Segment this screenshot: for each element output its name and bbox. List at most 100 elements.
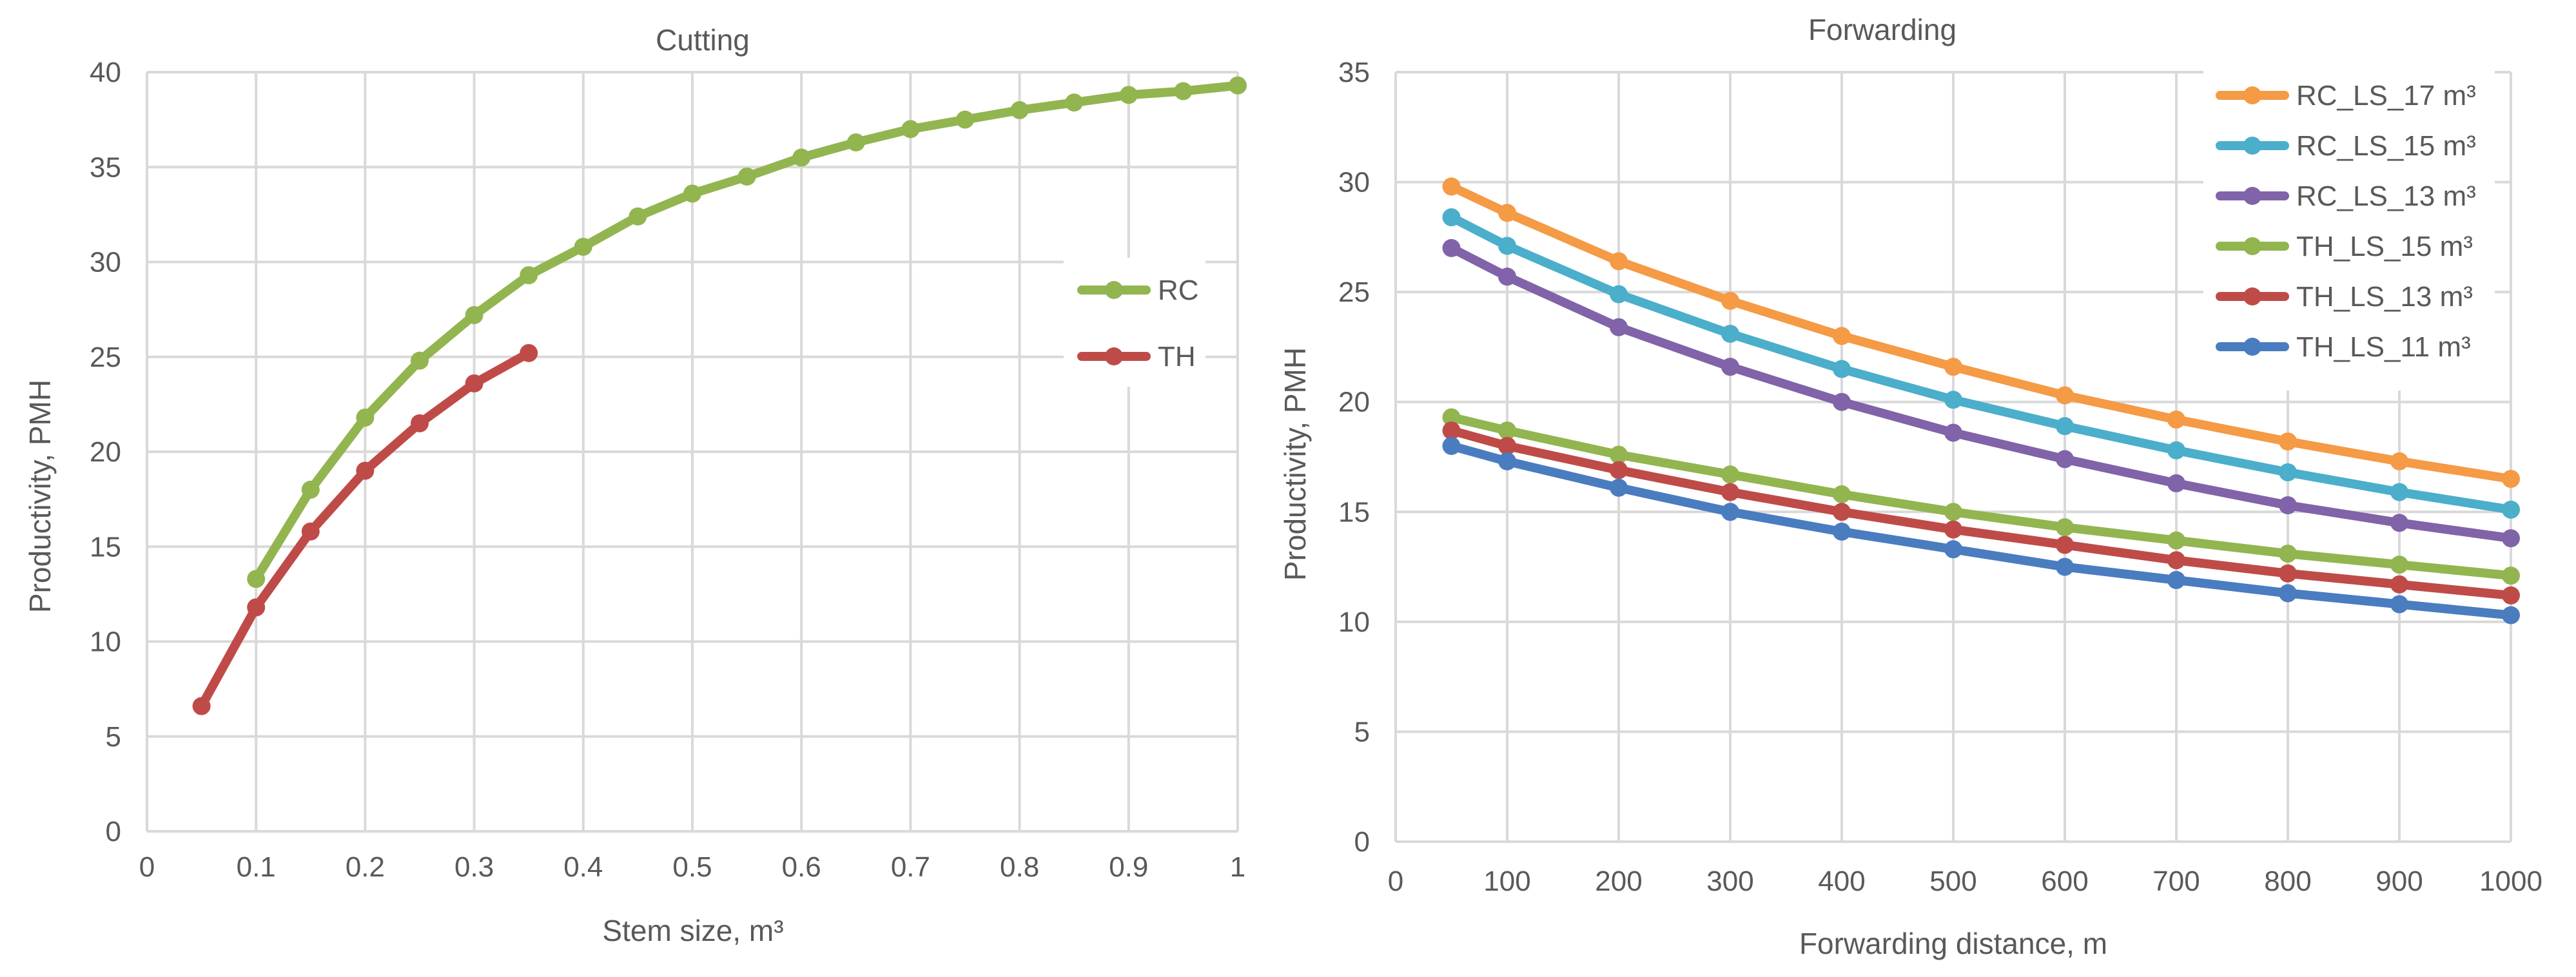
forwarding-point-th-ls-11-m-6: [2056, 557, 2074, 576]
forwarding-y-tick-10: 10: [1338, 606, 1370, 638]
cutting-x-tick-0-5: 0.5: [672, 851, 712, 883]
forwarding-y-tick-25: 25: [1338, 276, 1370, 308]
cutting-point-th-2: [301, 522, 320, 541]
cutting-point-rc-3: [411, 351, 429, 370]
forwarding-chart: Forwarding 0 5 10 15 20 25 30 35 0 100 200 300 400 50…: [1278, 13, 2542, 960]
cutting-legend: RC TH: [1064, 258, 1205, 387]
cutting-point-rc-8: [683, 184, 701, 203]
forwarding-point-rc-ls-13-m-2: [1610, 318, 1628, 336]
forwarding-point-th-ls-13-m-6: [2056, 536, 2074, 554]
cutting-x-tick-1: 1: [1230, 851, 1245, 883]
cutting-gridlines: [147, 71, 1239, 831]
cutting-y-tick-30: 30: [90, 247, 121, 278]
cutting-point-rc-6: [574, 237, 592, 256]
forwarding-x-tick-900: 900: [2376, 866, 2423, 897]
cutting-x-tick-0: 0: [139, 851, 155, 883]
forwarding-x-tick-100: 100: [1483, 866, 1530, 897]
forwarding-point-th-ls-15-m-1: [1498, 421, 1516, 440]
forwarding-x-tick-200: 200: [1595, 866, 1642, 897]
cutting-point-rc-11: [846, 133, 865, 151]
forwarding-point-th-ls-13-m-2: [1610, 461, 1628, 479]
forwarding-point-rc-ls-17-m-2: [1610, 252, 1628, 271]
forwarding-y-tick-5: 5: [1354, 716, 1370, 748]
forwarding-point-rc-ls-17-m-1: [1498, 204, 1516, 222]
forwarding-point-th-ls-13-m-10: [2502, 586, 2520, 605]
forwarding-point-th-ls-13-m-4: [1833, 503, 1851, 521]
legend-label-rc: RC: [1158, 275, 1199, 306]
cutting-y-tick-5: 5: [106, 721, 121, 753]
forwarding-point-rc-ls-17-m-9: [2390, 452, 2408, 470]
forwarding-y-tick-15: 15: [1338, 496, 1370, 528]
forwarding-point-th-ls-13-m-0: [1442, 421, 1461, 440]
forwarding-tick-labels: 0 5 10 15 20 25 30 35 0 100 200 300 400 500 600 700 800 9…: [1338, 57, 2542, 897]
cutting-y-tick-25: 25: [90, 342, 121, 373]
forwarding-point-th-ls-11-m-5: [1944, 540, 1962, 559]
cutting-point-rc-15: [1065, 93, 1084, 112]
forwarding-legend-marker-th-ls-11-m: [2243, 338, 2261, 356]
forwarding-point-th-ls-11-m-7: [2167, 571, 2185, 590]
forwarding-point-rc-ls-15-m-7: [2167, 441, 2185, 459]
cutting-point-th-1: [247, 598, 266, 617]
forwarding-point-rc-ls-17-m-6: [2056, 386, 2074, 405]
cutting-x-tick-0-9: 0.9: [1109, 851, 1148, 883]
cutting-point-rc-14: [1010, 101, 1029, 119]
cutting-point-rc-16: [1119, 86, 1138, 104]
forwarding-point-th-ls-15-m-9: [2390, 556, 2408, 574]
forwarding-legend: RC_LS_17 m³ RC_LS_15 m³ RC_LS_13 m³ TH_LS_1…: [2203, 70, 2495, 391]
forwarding-point-th-ls-13-m-1: [1498, 436, 1516, 455]
forwarding-x-tick-300: 300: [1706, 866, 1753, 897]
forwarding-x-tick-700: 700: [2152, 866, 2200, 897]
cutting-y-tick-10: 10: [90, 626, 121, 658]
forwarding-legend-label-rc-ls-17-m: RC_LS_17 m³: [2296, 80, 2476, 111]
cutting-point-rc-4: [465, 305, 483, 324]
cutting-axes: [146, 72, 1238, 833]
forwarding-chart-title: Forwarding: [1808, 13, 1956, 46]
cutting-y-tick-40: 40: [90, 57, 121, 88]
forwarding-point-th-ls-15-m-4: [1833, 485, 1851, 503]
forwarding-point-rc-ls-13-m-1: [1498, 267, 1516, 286]
forwarding-point-rc-ls-17-m-10: [2502, 470, 2520, 488]
cutting-chart: Cutting 0 5 10 15 20 25 30 35 40 0 0.1 0.2 0.3 0.4 0.5…: [23, 23, 1247, 947]
legend-marker-th: [1105, 347, 1123, 365]
forwarding-point-th-ls-13-m-9: [2390, 575, 2408, 594]
forwarding-point-rc-ls-15-m-9: [2390, 483, 2408, 501]
cutting-point-th-0: [192, 697, 211, 715]
forwarding-point-th-ls-13-m-3: [1721, 483, 1739, 501]
forwarding-legend-marker-rc-ls-17-m: [2243, 86, 2261, 104]
cutting-point-rc-12: [901, 120, 920, 139]
forwarding-y-tick-0: 0: [1354, 826, 1370, 858]
cutting-point-rc-2: [356, 408, 375, 427]
forwarding-point-th-ls-13-m-7: [2167, 551, 2185, 570]
cutting-point-rc-13: [956, 110, 974, 129]
forwarding-point-rc-ls-17-m-0: [1442, 177, 1461, 196]
cutting-tick-labels: 0 5 10 15 20 25 30 35 40 0 0.1 0.2 0.3 0.4 0.5 0.6 0.7 0.…: [90, 57, 1245, 883]
legend-label-th: TH: [1158, 341, 1196, 372]
cutting-x-tick-0-8: 0.8: [1000, 851, 1039, 883]
cutting-point-th-6: [520, 343, 538, 362]
forwarding-legend-marker-rc-ls-15-m: [2243, 137, 2261, 155]
cutting-x-tick-0-3: 0.3: [454, 851, 494, 883]
forwarding-point-th-ls-11-m-2: [1610, 478, 1628, 497]
forwarding-legend-label-th-ls-11-m: TH_LS_11 m³: [2296, 331, 2471, 363]
forwarding-point-th-ls-15-m-2: [1610, 445, 1628, 464]
cutting-y-tick-20: 20: [90, 436, 121, 468]
cutting-point-th-3: [356, 461, 375, 480]
forwarding-point-rc-ls-13-m-8: [2279, 496, 2297, 515]
forwarding-y-axis-label: Productivity, PMH: [1278, 347, 1312, 581]
forwarding-point-rc-ls-15-m-3: [1721, 324, 1739, 343]
forwarding-x-tick-1000: 1000: [2479, 866, 2542, 897]
cutting-point-rc-9: [737, 167, 756, 186]
cutting-y-tick-35: 35: [90, 151, 121, 183]
cutting-x-tick-0-2: 0.2: [346, 851, 385, 883]
forwarding-point-rc-ls-15-m-4: [1833, 360, 1851, 378]
forwarding-point-th-ls-13-m-8: [2279, 564, 2297, 583]
forwarding-point-rc-ls-13-m-9: [2390, 514, 2408, 532]
forwarding-point-th-ls-15-m-0: [1442, 408, 1461, 427]
forwarding-x-tick-600: 600: [2041, 866, 2088, 897]
forwarding-point-rc-ls-15-m-1: [1498, 237, 1516, 255]
forwarding-point-rc-ls-17-m-4: [1833, 327, 1851, 345]
cutting-chart-title: Cutting: [656, 23, 750, 57]
cutting-point-rc-1: [301, 480, 320, 499]
forwarding-point-rc-ls-13-m-0: [1442, 238, 1461, 257]
legend-marker-rc: [1105, 281, 1123, 299]
